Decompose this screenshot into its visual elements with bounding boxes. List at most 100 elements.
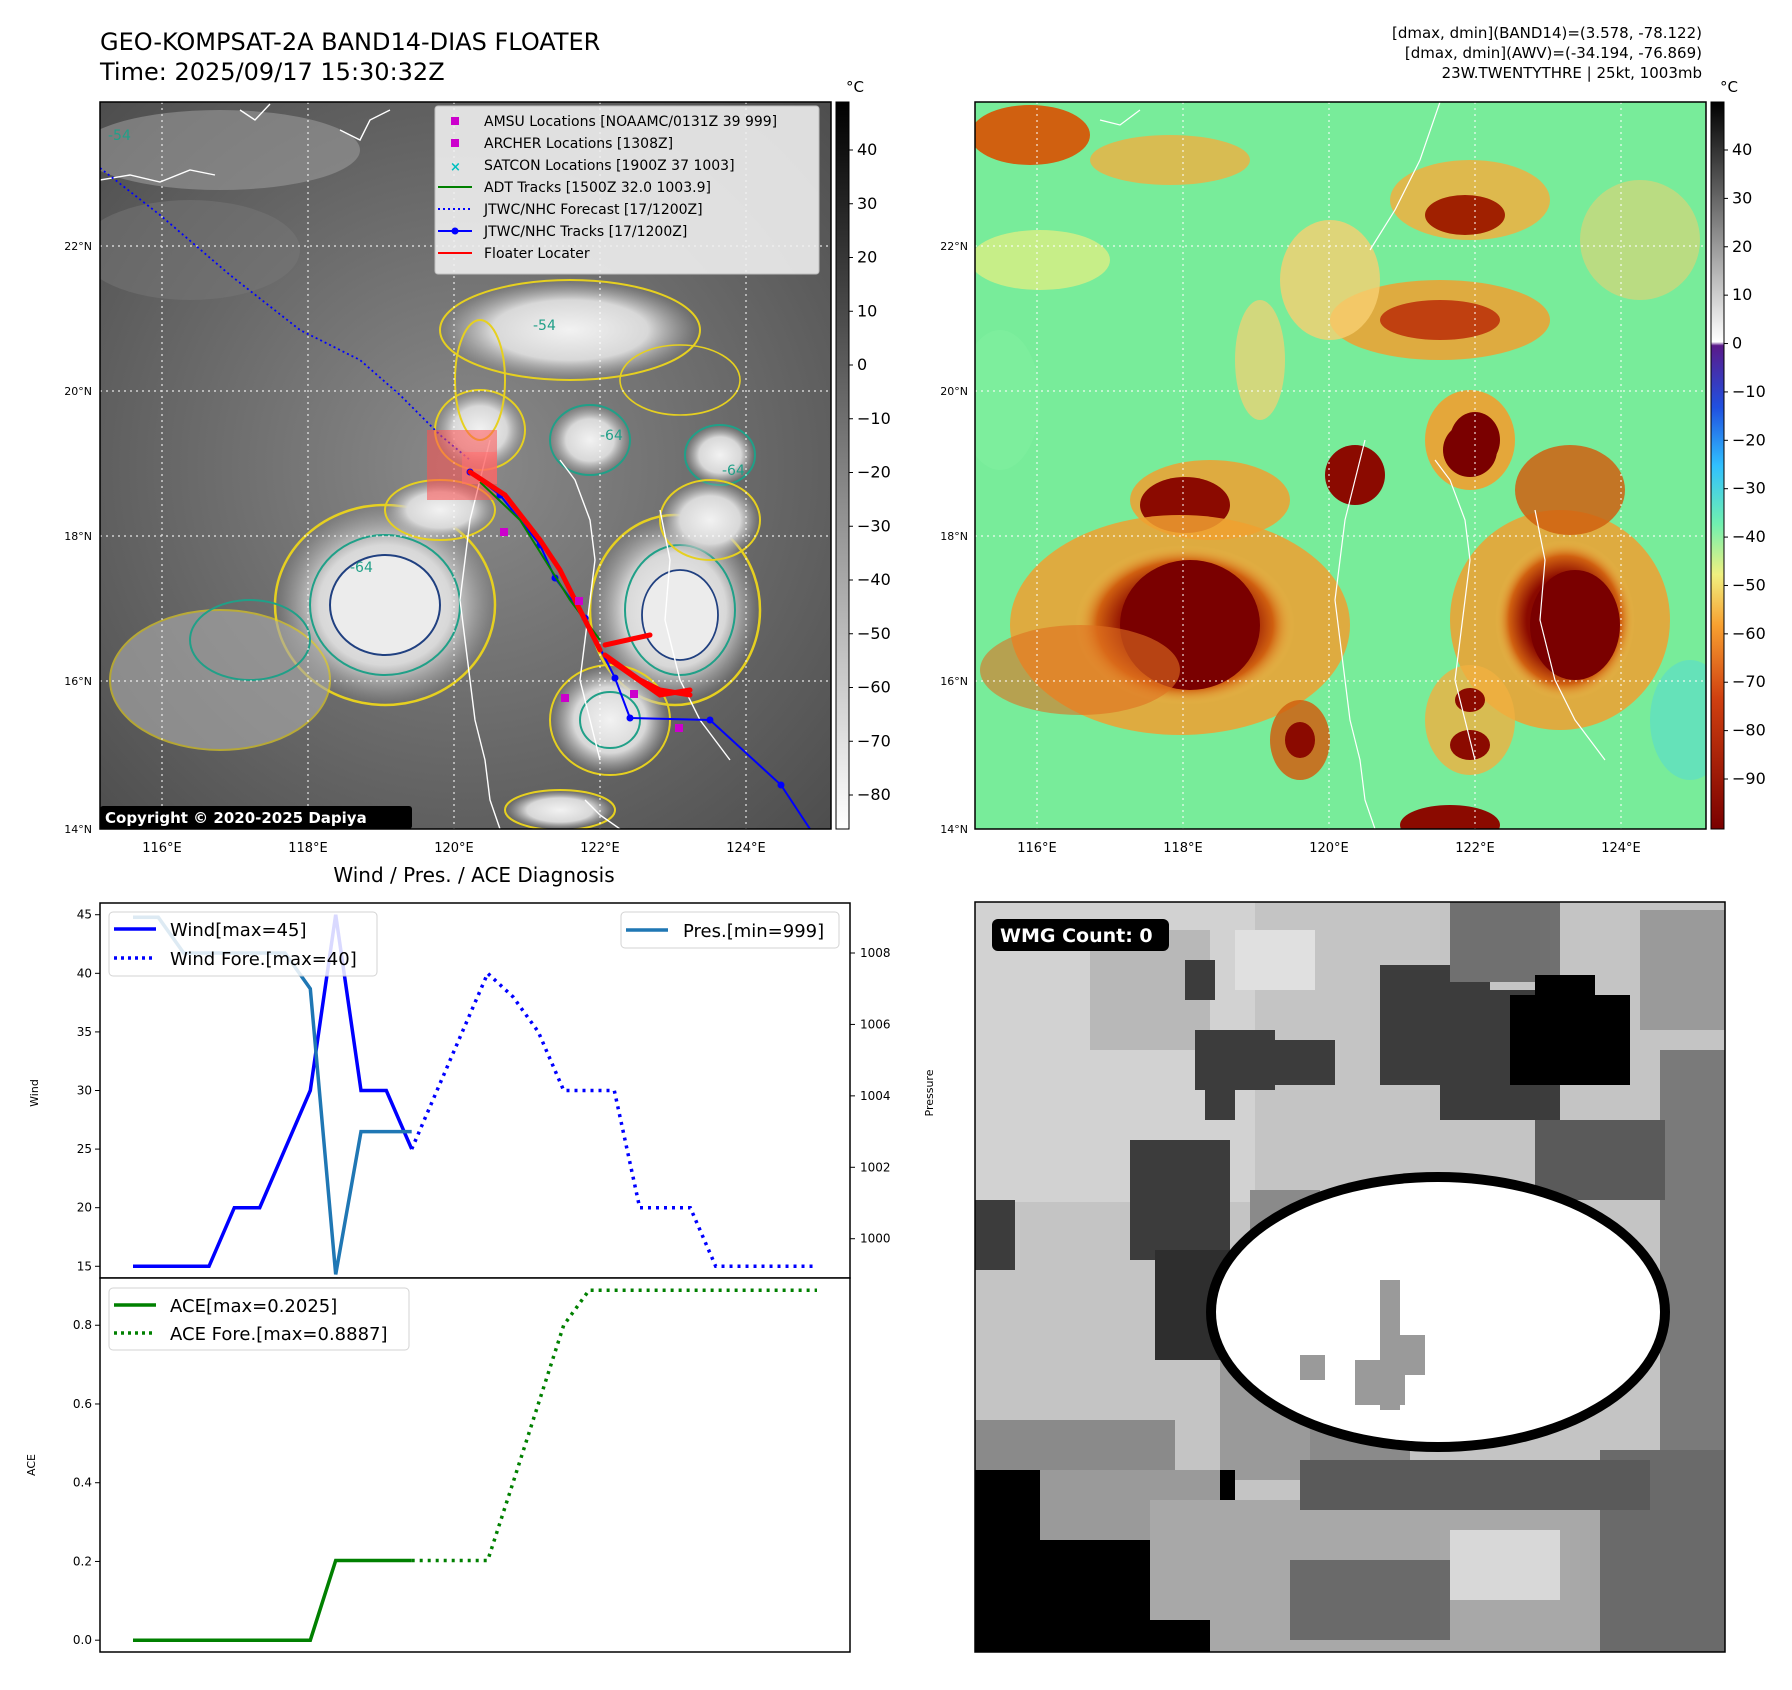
ir-lat-labels: 22°N 20°N 18°N 16°N 14°N xyxy=(64,240,92,836)
ace-ytick-label: 0.8 xyxy=(73,1318,92,1332)
pressure-legend: Pres.[min=999] xyxy=(620,911,840,949)
colorbar-tick-label: 30 xyxy=(1732,188,1752,207)
ir-contour-labels: -54 -54 -64 -64 -64 xyxy=(108,128,745,576)
wind-ytick-label: 20 xyxy=(77,1201,92,1215)
awv-colorbar-unit: °C xyxy=(1720,78,1738,96)
lon-label: 118°E xyxy=(1163,841,1203,856)
pressure-ytick-label: 1006 xyxy=(860,1017,891,1031)
legend-amsu: AMSU Locations [NOAAMC/0131Z 39 999] xyxy=(484,114,777,130)
lat-label: 16°N xyxy=(64,675,92,688)
pressure-ytick-label: 1004 xyxy=(860,1089,891,1103)
colorbar-tick-label: −30 xyxy=(857,516,891,535)
colorbar-tick-label: −70 xyxy=(857,731,891,750)
figure-time: Time: 2025/09/17 15:30:32Z xyxy=(99,58,445,86)
contour-label: -54 xyxy=(533,318,556,334)
ace-ytick-label: 0.2 xyxy=(73,1554,92,1568)
info-line-3: 23W.TWENTYTHRE | 25kt, 1003mb xyxy=(1442,64,1702,82)
ace-chart-marks: 0.0 0.2 0.4 0.6 0.8 xyxy=(73,1288,817,1647)
ir-legend: AMSU Locations [NOAAMC/0131Z 39 999] ARC… xyxy=(434,105,820,275)
ir-colorbar: °C 40 30 20 10 0 −10 −20 −30 −40 −50 −60 −70 −80 xyxy=(835,78,891,830)
colorbar-tick-label: −20 xyxy=(1732,430,1766,449)
wmg-count-box xyxy=(992,919,1169,951)
legend-archer-marker xyxy=(451,139,459,147)
legend-archer: ARCHER Locations [1308Z] xyxy=(484,136,673,152)
figure-title: GEO-KOMPSAT-2A BAND14-DIAS FLOATER xyxy=(100,28,600,56)
awv-gridlines xyxy=(975,102,1706,829)
colorbar-tick-label: −10 xyxy=(857,409,891,428)
lon-label: 124°E xyxy=(1601,841,1641,856)
diagnosis-title: Wind / Pres. / ACE Diagnosis xyxy=(333,863,614,887)
ace-ytick-label: 0.4 xyxy=(73,1476,92,1490)
colorbar-tick-label: 20 xyxy=(857,248,877,267)
colorbar-tick-label: −40 xyxy=(1732,527,1766,546)
pressure-ytick-label: 1000 xyxy=(860,1232,891,1246)
ace-legend: ACE[max=0.2025] ACE Fore.[max=0.8887] xyxy=(108,1287,410,1351)
awv-colorbar-ticks: 40 30 20 10 0 −10 −20 −30 −40 −50 −60 −70 −80 −90 xyxy=(1724,140,1766,788)
colorbar-tick-label: 20 xyxy=(1732,237,1752,256)
lon-label: 120°E xyxy=(1309,841,1349,856)
ace-chart: 0.0 0.2 0.4 0.6 0.8 ACE ACE[max=0.2025] ACE … xyxy=(25,1277,851,1653)
ace-ytick-label: 0.0 xyxy=(73,1633,92,1647)
wmg-eye xyxy=(1206,1172,1670,1452)
floater-locater-track xyxy=(467,469,693,698)
lon-label: 122°E xyxy=(580,841,620,856)
lat-label: 14°N xyxy=(64,823,92,836)
wmg-panel: WMG Count: 0 xyxy=(974,901,1726,1653)
legend-tracks-dot xyxy=(451,227,459,235)
colorbar-tick-label: −80 xyxy=(1732,721,1766,740)
contour-label: -64 xyxy=(722,463,745,479)
colorbar-tick-label: −90 xyxy=(1732,769,1766,788)
ir-colorbar-ticks: 40 30 20 10 0 −10 −20 −30 −40 −50 −60 −70 −80 xyxy=(849,140,891,804)
pressure-ytick-label: 1008 xyxy=(860,946,891,960)
wind-pressure-chart: 15 20 25 30 35 40 45 1000 1002 1004 1006 1008 Wind … xyxy=(28,902,936,1279)
awv-map-panel: 22°N 20°N 18°N 16°N 14°N 116°E 118°E 120… xyxy=(940,78,1766,856)
lon-label: 124°E xyxy=(726,841,766,856)
ace-ylabel: ACE xyxy=(25,1454,38,1476)
lon-label: 116°E xyxy=(1017,841,1057,856)
wind-ytick-label: 30 xyxy=(77,1084,92,1098)
contour-label: -64 xyxy=(350,560,373,576)
wind-ylabel: Wind xyxy=(28,1079,41,1107)
ir-map-panel: -54 -54 -64 -64 -64 xyxy=(64,78,891,856)
awv-coastlines xyxy=(1099,102,1606,829)
awv-moisture-field xyxy=(975,105,1706,829)
copyright-box xyxy=(100,806,412,829)
contour-label: -54 xyxy=(108,128,131,144)
colorbar-tick-label: 0 xyxy=(1732,334,1742,353)
lon-label: 120°E xyxy=(434,841,474,856)
wind-legend: Wind[max=45] Wind Fore.[max=40] xyxy=(108,911,378,977)
colorbar-tick-label: 40 xyxy=(1732,140,1752,159)
wind-ytick-label: 40 xyxy=(77,966,92,980)
colorbar-tick-label: −70 xyxy=(1732,672,1766,691)
wind-series-line xyxy=(133,914,414,1269)
ir-coastlines xyxy=(100,103,731,829)
awv-colorbar: °C 40 30 20 10 0 −10 −20 −30 −40 −50 −60 −70 −80 −90 xyxy=(1710,78,1766,830)
legend-adt: ADT Tracks [1500Z 32.0 1003.9] xyxy=(484,180,711,196)
colorbar-tick-label: −10 xyxy=(1732,382,1766,401)
legend-wind-fore: Wind Fore.[max=40] xyxy=(170,949,357,970)
wmg-frame xyxy=(974,901,1726,1653)
lat-label: 14°N xyxy=(940,823,968,836)
colorbar-tick-label: −50 xyxy=(1732,575,1766,594)
ace-ytick-label: 0.6 xyxy=(73,1397,92,1411)
legend-satcon: SATCON Locations [1900Z 37 1003] xyxy=(484,158,735,174)
wind-forecast-series-line xyxy=(410,970,817,1269)
wmg-count-label: WMG Count: 0 xyxy=(1000,925,1153,947)
legend-amsu-marker xyxy=(451,117,459,125)
legend-tracks: JTWC/NHC Tracks [17/1200Z] xyxy=(483,224,687,240)
colorbar-tick-label: −80 xyxy=(857,785,891,804)
lat-label: 22°N xyxy=(64,240,92,253)
ir-cloud-field xyxy=(100,110,762,829)
copyright-text: Copyright © 2020-2025 Dapiya xyxy=(105,809,367,827)
legend-ace: ACE[max=0.2025] xyxy=(170,1296,337,1317)
colorbar-tick-label: 0 xyxy=(857,355,867,374)
contour-label: -64 xyxy=(600,428,623,444)
colorbar-tick-label: 10 xyxy=(857,301,877,320)
info-line-2: [dmax, dmin](AWV)=(-34.194, -76.869) xyxy=(1405,44,1702,62)
lat-label: 18°N xyxy=(64,530,92,543)
legend-pres: Pres.[min=999] xyxy=(683,921,824,942)
ir-lon-labels: 116°E 118°E 120°E 122°E 124°E xyxy=(142,841,766,856)
awv-lat-labels: 22°N 20°N 18°N 16°N 14°N xyxy=(940,240,968,836)
ace-series-line xyxy=(133,1558,412,1642)
wind-ytick-label: 15 xyxy=(77,1259,92,1273)
